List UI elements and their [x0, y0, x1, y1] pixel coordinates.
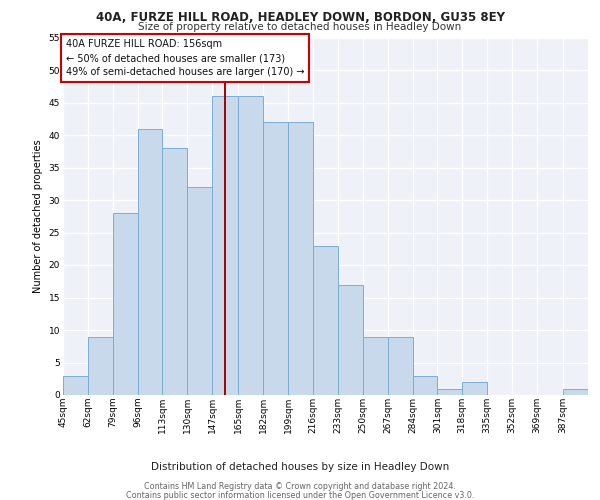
Bar [313, 246, 338, 395]
Bar [163, 148, 187, 395]
Text: Distribution of detached houses by size in Headley Down: Distribution of detached houses by size … [151, 462, 449, 472]
Bar [238, 96, 263, 395]
Text: Contains public sector information licensed under the Open Government Licence v3: Contains public sector information licen… [126, 491, 474, 500]
Bar [437, 388, 462, 395]
Bar [263, 122, 288, 395]
Bar [187, 187, 212, 395]
Text: Contains HM Land Registry data © Crown copyright and database right 2024.: Contains HM Land Registry data © Crown c… [144, 482, 456, 491]
Bar [137, 128, 163, 395]
Text: Size of property relative to detached houses in Headley Down: Size of property relative to detached ho… [139, 22, 461, 32]
Bar [462, 382, 487, 395]
Bar [212, 96, 238, 395]
Text: 40A FURZE HILL ROAD: 156sqm
← 50% of detached houses are smaller (173)
49% of se: 40A FURZE HILL ROAD: 156sqm ← 50% of det… [65, 40, 304, 78]
Bar [413, 376, 437, 395]
Bar [113, 213, 137, 395]
Text: 40A, FURZE HILL ROAD, HEADLEY DOWN, BORDON, GU35 8EY: 40A, FURZE HILL ROAD, HEADLEY DOWN, BORD… [95, 11, 505, 24]
Bar [388, 336, 413, 395]
Bar [563, 388, 588, 395]
Bar [288, 122, 313, 395]
Bar [363, 336, 388, 395]
Y-axis label: Number of detached properties: Number of detached properties [33, 140, 43, 293]
Bar [338, 284, 363, 395]
Bar [63, 376, 88, 395]
Bar [88, 336, 113, 395]
